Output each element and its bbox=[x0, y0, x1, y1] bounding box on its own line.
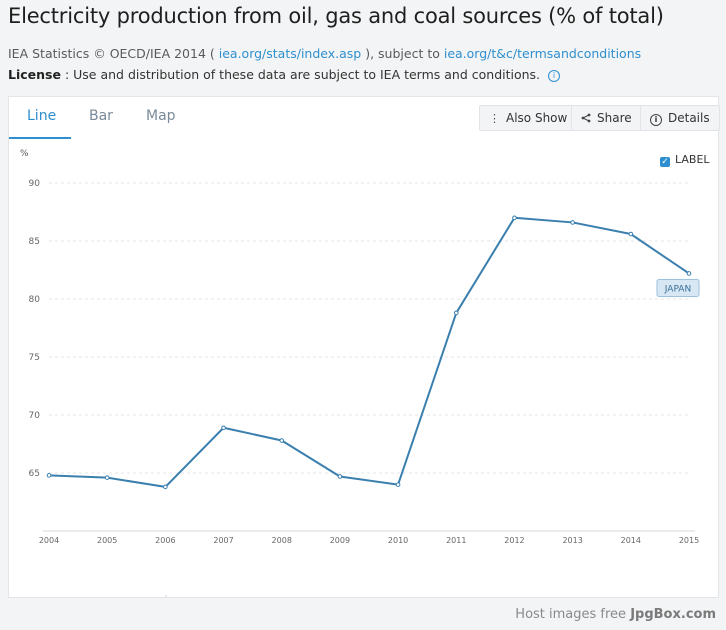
stats-link[interactable]: iea.org/stats/index.asp bbox=[218, 46, 362, 61]
data-point bbox=[221, 425, 226, 431]
watermark: Host images free JpgBox.com bbox=[515, 607, 716, 622]
x-tick-label: 2012 bbox=[504, 536, 524, 545]
label-toggle[interactable]: ✓ LABEL bbox=[660, 153, 710, 167]
watermark-prefix: Host images free bbox=[515, 607, 631, 622]
tab-map[interactable]: Map bbox=[146, 108, 176, 124]
y-tick-label: 85 bbox=[29, 237, 40, 247]
x-tick-label: 2015 bbox=[679, 536, 699, 545]
x-tick-label: 2008 bbox=[272, 536, 292, 545]
license-text: : Use and distribution of these data are… bbox=[60, 67, 541, 82]
x-tick-label: 2014 bbox=[621, 536, 641, 545]
source-prefix: IEA Statistics © OECD/IEA 2014 ( bbox=[8, 46, 219, 61]
details-label: Details bbox=[668, 111, 710, 125]
y-tick-label: 80 bbox=[29, 295, 41, 305]
terms-link[interactable]: iea.org/t&c/termsandconditions bbox=[443, 46, 642, 61]
license-line: License : Use and distribution of these … bbox=[8, 67, 561, 82]
y-tick-label: 90 bbox=[29, 179, 41, 189]
label-checkbox[interactable]: ✓ bbox=[660, 157, 670, 167]
data-point bbox=[686, 271, 692, 276]
x-tick-label: 2013 bbox=[562, 536, 582, 545]
series-label: JAPAN bbox=[664, 284, 691, 294]
kebab-icon: ⋮ bbox=[489, 112, 500, 125]
x-tick-label: 2005 bbox=[97, 536, 117, 545]
data-point bbox=[279, 438, 285, 443]
source-line: IEA Statistics © OECD/IEA 2014 ( iea.org… bbox=[8, 46, 641, 61]
data-point bbox=[512, 215, 517, 221]
y-tick-label: 65 bbox=[29, 469, 40, 479]
details-button[interactable]: i Details bbox=[640, 105, 720, 131]
label-toggle-text: LABEL bbox=[675, 153, 710, 166]
y-tick-label: 70 bbox=[29, 411, 41, 421]
chart-card: Line Bar Map ⋮ Also Show Share i Details ✓… bbox=[8, 96, 720, 598]
watermark-brand: JpgBox.com bbox=[630, 607, 716, 622]
x-tick-label: 2004 bbox=[39, 536, 59, 545]
x-tick-label: 2006 bbox=[155, 536, 175, 545]
tab-line[interactable]: Line bbox=[27, 108, 57, 124]
info-icon[interactable]: i bbox=[548, 70, 561, 82]
data-point bbox=[337, 474, 343, 479]
details-info-icon: i bbox=[650, 114, 662, 126]
series-label-box bbox=[656, 278, 700, 297]
x-tick-label: 2010 bbox=[388, 536, 408, 545]
share-label: Share bbox=[597, 111, 632, 125]
data-point bbox=[104, 475, 110, 480]
x-tick-label: 2011 bbox=[446, 536, 466, 545]
data-point bbox=[395, 482, 401, 487]
y-axis-unit: % bbox=[20, 149, 29, 159]
data-point bbox=[628, 231, 634, 237]
data-point bbox=[46, 473, 52, 478]
share-button[interactable]: Share bbox=[571, 105, 642, 131]
license-label: License bbox=[8, 67, 61, 82]
x-tick-label: 2009 bbox=[330, 536, 350, 545]
data-point bbox=[570, 220, 575, 225]
data-point bbox=[453, 310, 459, 316]
active-tab-indicator bbox=[9, 137, 71, 139]
source-middle: ), subject to bbox=[361, 46, 444, 61]
data-point bbox=[163, 484, 168, 490]
line-chart: 65 70 75 80 85 90 2004 2005 2006 2007 2008 2009 2010… bbox=[29, 179, 700, 597]
share-icon bbox=[581, 107, 591, 131]
page-title: Electricity production from oil, gas and… bbox=[8, 4, 664, 28]
x-tick-label: 2007 bbox=[213, 536, 233, 545]
tab-bar[interactable]: Bar bbox=[89, 108, 113, 124]
y-tick-label: 75 bbox=[29, 353, 40, 363]
also-show-label: Also Show bbox=[506, 111, 568, 125]
also-show-button[interactable]: ⋮ Also Show bbox=[479, 105, 578, 131]
series-line bbox=[48, 216, 690, 488]
